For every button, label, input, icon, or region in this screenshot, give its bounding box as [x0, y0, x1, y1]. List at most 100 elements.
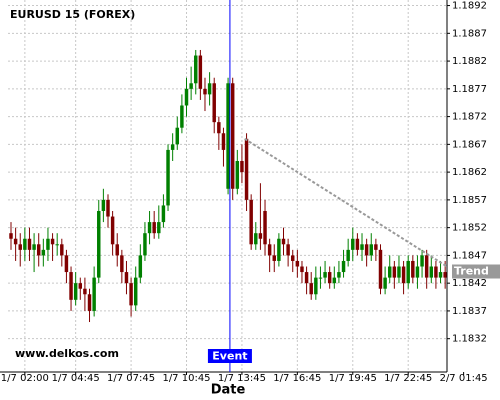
candle-body [120, 255, 124, 273]
candle-body [184, 88, 189, 106]
candle-body [97, 210, 101, 278]
candle-body [203, 88, 207, 95]
candle-body [314, 277, 318, 295]
candle-body [397, 266, 401, 278]
candle-body [355, 238, 360, 250]
candle-body [438, 272, 443, 278]
candle-body [420, 255, 424, 267]
candle-body [230, 83, 235, 189]
candle-body [406, 260, 410, 284]
candle-body [424, 255, 429, 278]
candle-body [263, 210, 267, 245]
candle-body [115, 244, 119, 256]
candle-body [64, 255, 69, 273]
candle-body [291, 255, 295, 261]
y-tick-label: 1.1837 [452, 306, 487, 317]
candle-body [92, 277, 96, 311]
grid [8, 0, 447, 372]
candle-body [378, 249, 383, 289]
candle-body [300, 266, 304, 273]
candle-body [129, 283, 133, 306]
candle-body [147, 222, 152, 234]
candle-body [443, 272, 447, 278]
candle-body [351, 238, 355, 250]
x-tick-label: 1/7 16:45 [273, 373, 321, 384]
y-tick-label: 1.1892 [452, 1, 487, 12]
candle-body [170, 144, 175, 150]
candle-body [60, 244, 64, 256]
x-axis-title: Date [211, 383, 246, 398]
candle-body [189, 83, 193, 89]
candle-body [18, 244, 22, 250]
candles [9, 49, 447, 323]
candle-body [124, 272, 129, 284]
candle-body [110, 216, 115, 245]
x-tick-label: 1/7 22:45 [384, 373, 432, 384]
candle-body [277, 238, 281, 261]
candle-body [383, 277, 387, 289]
candle-body [152, 222, 156, 234]
candle-body [212, 83, 216, 123]
candle-body [332, 277, 337, 284]
y-tick-label: 1.1887 [452, 28, 487, 39]
y-tick-label: 1.1877 [452, 84, 487, 95]
x-tick-label: 2/7 01:45 [440, 373, 488, 384]
candle-body [13, 238, 18, 245]
candle-body [41, 249, 46, 256]
candle-body [198, 55, 203, 89]
event-label: Event [212, 350, 247, 363]
chart-title: EURUSD 15 (FOREX) [10, 8, 135, 21]
y-tick-label: 1.1832 [452, 334, 487, 345]
candle-body [175, 127, 180, 145]
candle-body [295, 260, 300, 267]
candle-body [411, 260, 415, 278]
candle-body [323, 272, 327, 278]
candle-body [46, 238, 50, 250]
y-tick-label: 1.1872 [452, 112, 487, 123]
candle-body [221, 133, 226, 150]
candle-body [138, 255, 143, 278]
candle-body [434, 266, 438, 278]
candle-body [143, 233, 147, 256]
candle-body [87, 294, 92, 311]
y-tick-label: 1.1857 [452, 195, 487, 206]
candle-body [327, 272, 332, 284]
candle-body [249, 199, 253, 245]
candle-body [369, 244, 373, 256]
candle-body [32, 244, 36, 250]
candle-body [318, 277, 323, 279]
candle-body [23, 238, 27, 250]
candle-body [73, 283, 78, 300]
candle-body [235, 161, 240, 189]
candle-body [106, 199, 110, 217]
candle-body [161, 205, 166, 223]
x-tick-label: 1/7 04:45 [52, 373, 100, 384]
candle-body [83, 288, 87, 295]
candle-body [226, 83, 230, 189]
y-tick-label: 1.1862 [452, 167, 487, 178]
candle-body [69, 272, 73, 300]
candle-body [240, 161, 244, 173]
x-tick-label: 1/7 10:45 [162, 373, 210, 384]
candle-body [254, 233, 258, 245]
candle-body [50, 238, 55, 245]
candle-body [415, 266, 420, 278]
candle-body [9, 233, 13, 239]
y-tick-label: 1.1867 [452, 139, 487, 150]
y-tick-label: 1.1847 [452, 250, 487, 261]
watermark: www.delkos.com [15, 347, 119, 360]
candle-body [341, 260, 346, 273]
candle-body [272, 255, 276, 261]
candle-body [27, 238, 32, 250]
x-tick-label: 1/7 13:45 [218, 373, 266, 384]
trend-line [244, 137, 448, 268]
candle-body [101, 199, 106, 211]
candle-body [267, 244, 272, 256]
candle-body [392, 266, 397, 278]
trend-label-bg [452, 264, 500, 279]
candle-body [133, 277, 138, 306]
candle-body [374, 244, 378, 250]
candle-body [309, 283, 313, 295]
candle-body [401, 266, 406, 284]
